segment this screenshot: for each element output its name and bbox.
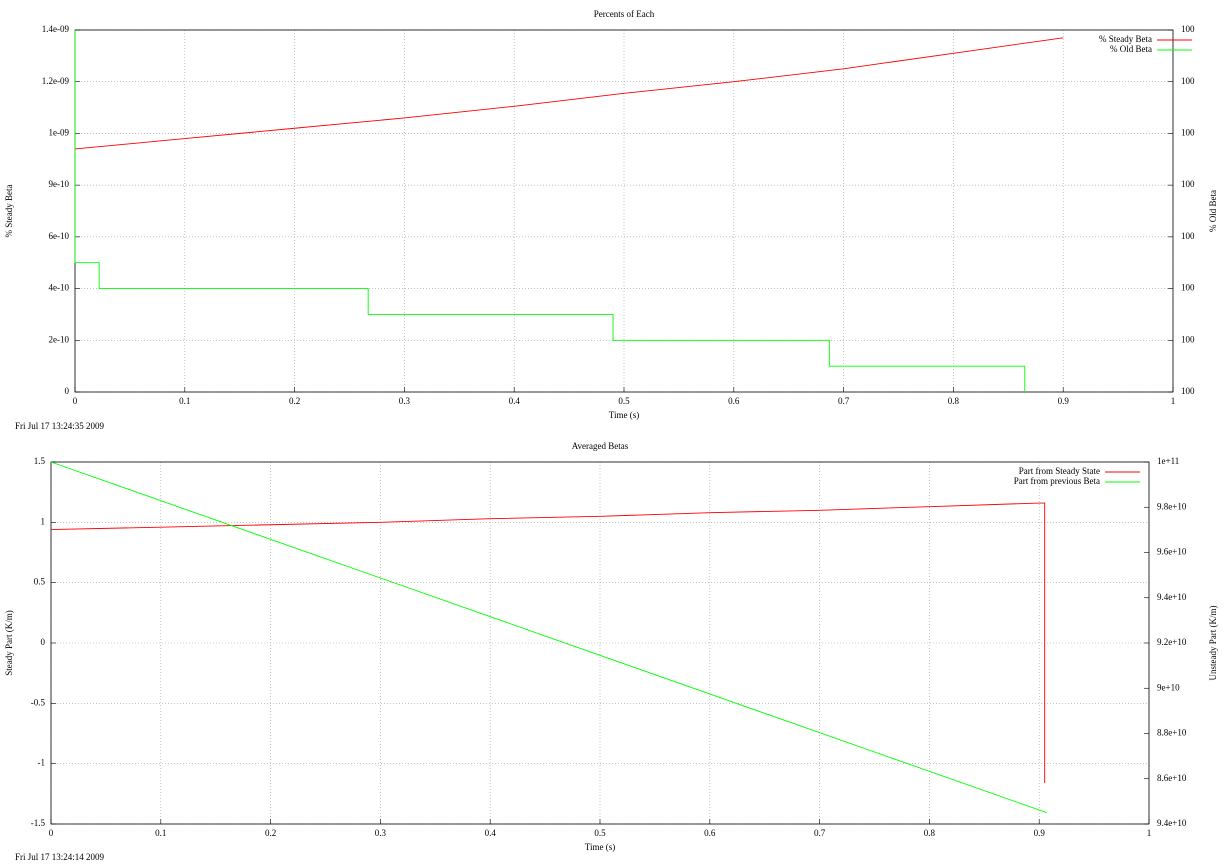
- legend-label: Part from Steady State: [1019, 466, 1100, 476]
- legend-label: Part from previous Beta: [1014, 476, 1100, 486]
- y-axis-label: % Steady Beta: [4, 185, 14, 238]
- x-tick-label: 1: [1171, 396, 1176, 406]
- y2-tick-label: 1e+11: [1157, 456, 1179, 466]
- y-tick-label: -1.5: [31, 818, 46, 828]
- y-tick-label: 6e-10: [49, 231, 70, 241]
- x-axis-label: Time (s): [585, 842, 615, 852]
- y-tick-label: 1: [41, 516, 46, 526]
- y-tick-label: 1.4e-09: [42, 24, 70, 34]
- x-tick-label: 0.3: [399, 396, 411, 406]
- y2-tick-label: 9.4e+10: [1157, 818, 1187, 828]
- x-tick-label: 1: [1147, 828, 1152, 838]
- x-tick-label: 0.1: [179, 396, 190, 406]
- y2-tick-label: 100: [1181, 386, 1195, 396]
- y2-tick-label: 9.8e+10: [1157, 501, 1187, 511]
- plot-border: [50, 461, 1150, 825]
- y2-tick-label: 9.4e+10: [1157, 592, 1187, 602]
- y-tick-label: -0.5: [31, 697, 46, 707]
- x-tick-label: 0.4: [509, 396, 521, 406]
- legend-label: % Old Beta: [1110, 44, 1152, 54]
- footer: Fri Jul 17 13:24:35 2009: [15, 421, 105, 431]
- footer: Fri Jul 17 13:24:14 2009: [15, 852, 105, 862]
- data-line: [50, 461, 1048, 814]
- y2-tick-label: 100: [1181, 179, 1195, 189]
- x-tick-label: 0.3: [375, 828, 387, 838]
- data-line: [50, 502, 1046, 783]
- y2-tick-label: 100: [1181, 283, 1195, 293]
- y2-tick-label: 100: [1181, 334, 1195, 344]
- y-tick-label: 0: [41, 637, 46, 647]
- x-tick-label: 0.8: [948, 396, 960, 406]
- chart-title: Averaged Betas: [572, 441, 629, 451]
- y2-tick-label: 9e+10: [1157, 682, 1180, 692]
- y2-tick-label: 9.2e+10: [1157, 637, 1187, 647]
- data-line: [74, 37, 1064, 150]
- y2-axis-label: Unsteady Part (K/m): [1208, 606, 1218, 681]
- x-axis-label: Time (s): [609, 410, 639, 420]
- y2-tick-label: 100: [1181, 231, 1195, 241]
- y-tick-label: 1.5: [34, 456, 46, 466]
- y-tick-label: 4e-10: [49, 283, 70, 293]
- x-tick-label: 0.7: [814, 828, 826, 838]
- y-tick-label: 1.2e-09: [42, 76, 70, 86]
- y-axis-label: Steady Part (K/m): [4, 610, 14, 676]
- x-tick-label: 0: [73, 396, 78, 406]
- x-tick-label: 0: [49, 828, 54, 838]
- y-tick-label: -1: [38, 758, 46, 768]
- x-tick-label: 0.6: [704, 828, 716, 838]
- x-tick-label: 0.9: [1034, 828, 1046, 838]
- y-tick-label: 1e-09: [49, 127, 70, 137]
- y2-tick-label: 8.8e+10: [1157, 728, 1187, 738]
- x-tick-label: 0.2: [265, 828, 276, 838]
- x-tick-label: 0.2: [289, 396, 300, 406]
- x-tick-label: 0.4: [485, 828, 497, 838]
- legend-label: % Steady Beta: [1099, 34, 1152, 44]
- y-tick-label: 0: [65, 386, 70, 396]
- y2-tick-label: 100: [1181, 127, 1195, 137]
- x-tick-label: 0.6: [728, 396, 740, 406]
- y2-axis-label: % Old Beta: [1208, 190, 1218, 232]
- y2-tick-label: 8.6e+10: [1157, 773, 1187, 783]
- x-tick-label: 0.7: [838, 396, 850, 406]
- data-line: [74, 30, 1026, 392]
- chart-title: Percents of Each: [594, 9, 655, 19]
- y-tick-label: 2e-10: [49, 334, 70, 344]
- x-tick-label: 0.9: [1058, 396, 1070, 406]
- y2-tick-label: 9.6e+10: [1157, 547, 1187, 557]
- x-tick-label: 0.5: [594, 828, 606, 838]
- y2-tick-label: 100: [1181, 76, 1195, 86]
- y-tick-label: 0.5: [34, 577, 46, 587]
- x-tick-label: 0.1: [155, 828, 166, 838]
- y-tick-label: 9e-10: [49, 179, 70, 189]
- y2-tick-label: 100: [1181, 24, 1195, 34]
- x-tick-label: 0.8: [924, 828, 936, 838]
- x-tick-label: 0.5: [618, 396, 630, 406]
